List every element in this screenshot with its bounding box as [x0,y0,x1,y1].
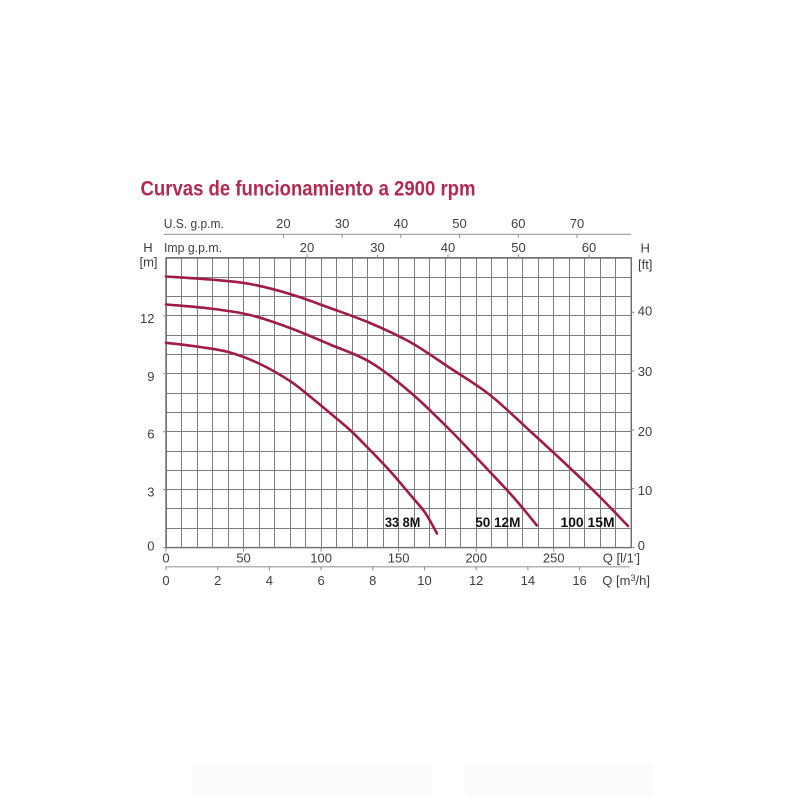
svg-text:9: 9 [147,369,154,384]
svg-text:40: 40 [441,240,455,255]
svg-text:Q [l/1']: Q [l/1'] [603,551,640,566]
svg-text:H: H [641,241,650,256]
svg-text:12: 12 [140,311,154,326]
svg-text:Q [m3/h]: Q [m3/h] [602,573,650,588]
svg-text:20: 20 [276,216,290,231]
svg-text:100 15M: 100 15M [561,514,615,530]
svg-text:4: 4 [266,573,273,588]
svg-text:60: 60 [582,240,596,255]
svg-text:30: 30 [335,216,349,231]
svg-text:100: 100 [310,551,332,566]
svg-text:200: 200 [465,551,487,566]
svg-text:Imp g.p.m.: Imp g.p.m. [164,240,222,255]
svg-text:2: 2 [214,573,221,588]
svg-text:60: 60 [511,216,525,231]
svg-text:Curvas de funcionamiento a 290: Curvas de funcionamiento a 2900 rpm [141,178,476,201]
svg-text:20: 20 [638,424,652,439]
svg-text:40: 40 [394,216,408,231]
svg-text:20: 20 [300,240,314,255]
svg-text:0: 0 [162,551,169,566]
svg-text:16: 16 [572,573,586,588]
svg-text:50: 50 [511,240,525,255]
svg-text:6: 6 [317,573,324,588]
svg-text:6: 6 [147,427,154,442]
svg-text:[m]: [m] [139,255,157,270]
svg-text:40: 40 [638,304,652,319]
svg-text:50: 50 [452,216,466,231]
svg-text:150: 150 [388,551,410,566]
svg-text:H: H [143,240,152,255]
svg-text:30: 30 [638,364,652,379]
svg-text:33 8M: 33 8M [385,514,420,530]
svg-text:U.S. g.p.m.: U.S. g.p.m. [164,216,224,231]
svg-text:250: 250 [543,551,565,566]
svg-text:0: 0 [147,539,154,554]
svg-text:12: 12 [469,573,483,588]
svg-text:0: 0 [162,573,169,588]
svg-text:14: 14 [521,573,535,588]
svg-text:70: 70 [570,216,584,231]
svg-text:10: 10 [417,573,431,588]
svg-text:3: 3 [147,485,154,500]
svg-text:50 12M: 50 12M [475,514,520,530]
svg-text:0: 0 [638,538,645,553]
svg-text:30: 30 [370,240,384,255]
svg-text:[ft]: [ft] [638,257,652,272]
svg-text:8: 8 [369,573,376,588]
svg-text:10: 10 [638,483,652,498]
svg-text:50: 50 [236,551,250,566]
